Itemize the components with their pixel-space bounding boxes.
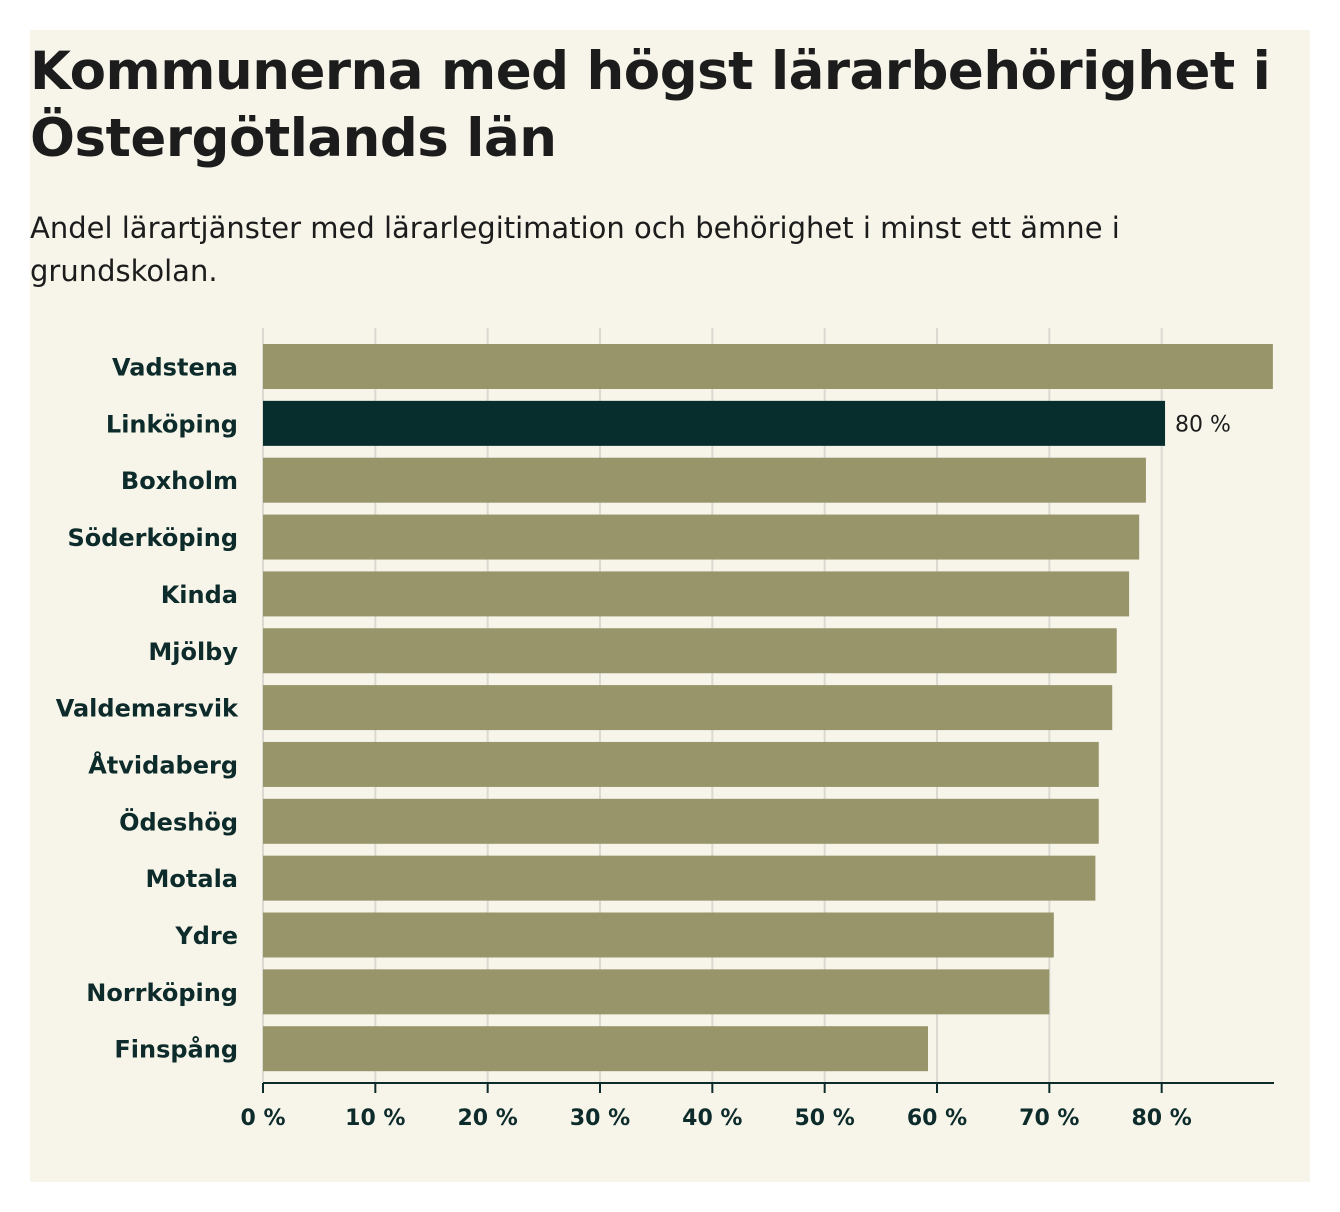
bar-ydre xyxy=(263,912,1054,958)
x-tick-label: 80 % xyxy=(1132,1106,1192,1131)
bar-chart: Vadstena Linköping Boxholm Söderköping Kinda… xyxy=(56,328,1274,1131)
category-label: Norrköping xyxy=(86,979,238,1007)
category-labels: Vadstena Linköping Boxholm Söderköping Kinda… xyxy=(56,354,1231,1064)
x-tick-label: 20 % xyxy=(458,1106,518,1131)
bar-kinda xyxy=(263,571,1130,617)
category-label: Kinda xyxy=(161,581,238,609)
chart-card: Kommunerna med högst lärarbehörighet i Ö… xyxy=(30,30,1310,1182)
category-label: Ödeshög xyxy=(119,806,238,836)
chart-subtitle: Andel lärartjänster med lärarlegitimatio… xyxy=(30,211,1120,288)
x-axis: 0 % 10 % 20 % 30 % 40 % 50 % 60 % 70 % 80 % xyxy=(240,1082,1274,1131)
category-label: Boxholm xyxy=(121,467,238,495)
category-label: Ydre xyxy=(174,922,238,950)
bar-mjölby xyxy=(263,628,1117,674)
bar-söderköping xyxy=(263,514,1140,560)
bar-linköping xyxy=(263,400,1166,446)
x-tick-label: 50 % xyxy=(795,1106,855,1131)
data-label: 80 % xyxy=(1175,412,1231,437)
category-label: Motala xyxy=(146,865,238,893)
category-label: Mjölby xyxy=(148,638,238,666)
bar-ödeshög xyxy=(263,798,1099,844)
bar-valdemarsvik xyxy=(263,685,1113,731)
category-label: Söderköping xyxy=(67,524,238,552)
chart-title: Kommunerna med högst lärarbehörighet i Ö… xyxy=(30,41,1271,169)
bar-finspång xyxy=(263,1026,929,1072)
category-label: Finspång xyxy=(114,1035,238,1064)
category-label: Linköping xyxy=(106,410,238,438)
bar-åtvidaberg xyxy=(263,741,1099,787)
x-tick-label: 60 % xyxy=(907,1106,967,1131)
x-tick-label: 40 % xyxy=(682,1106,742,1131)
x-tick-label: 30 % xyxy=(570,1106,630,1131)
bar-vadstena xyxy=(263,344,1273,389)
bar-norrköping xyxy=(263,969,1050,1015)
category-label: Åtvidaberg xyxy=(88,750,238,779)
bar-motala xyxy=(263,855,1096,901)
bars xyxy=(263,344,1273,1072)
category-label: Vadstena xyxy=(112,354,238,382)
category-label: Valdemarsvik xyxy=(56,695,239,723)
x-tick-label: 0 % xyxy=(240,1106,285,1131)
x-tick-label: 70 % xyxy=(1019,1106,1079,1131)
bar-boxholm xyxy=(263,457,1146,503)
x-tick-label: 10 % xyxy=(345,1106,405,1131)
